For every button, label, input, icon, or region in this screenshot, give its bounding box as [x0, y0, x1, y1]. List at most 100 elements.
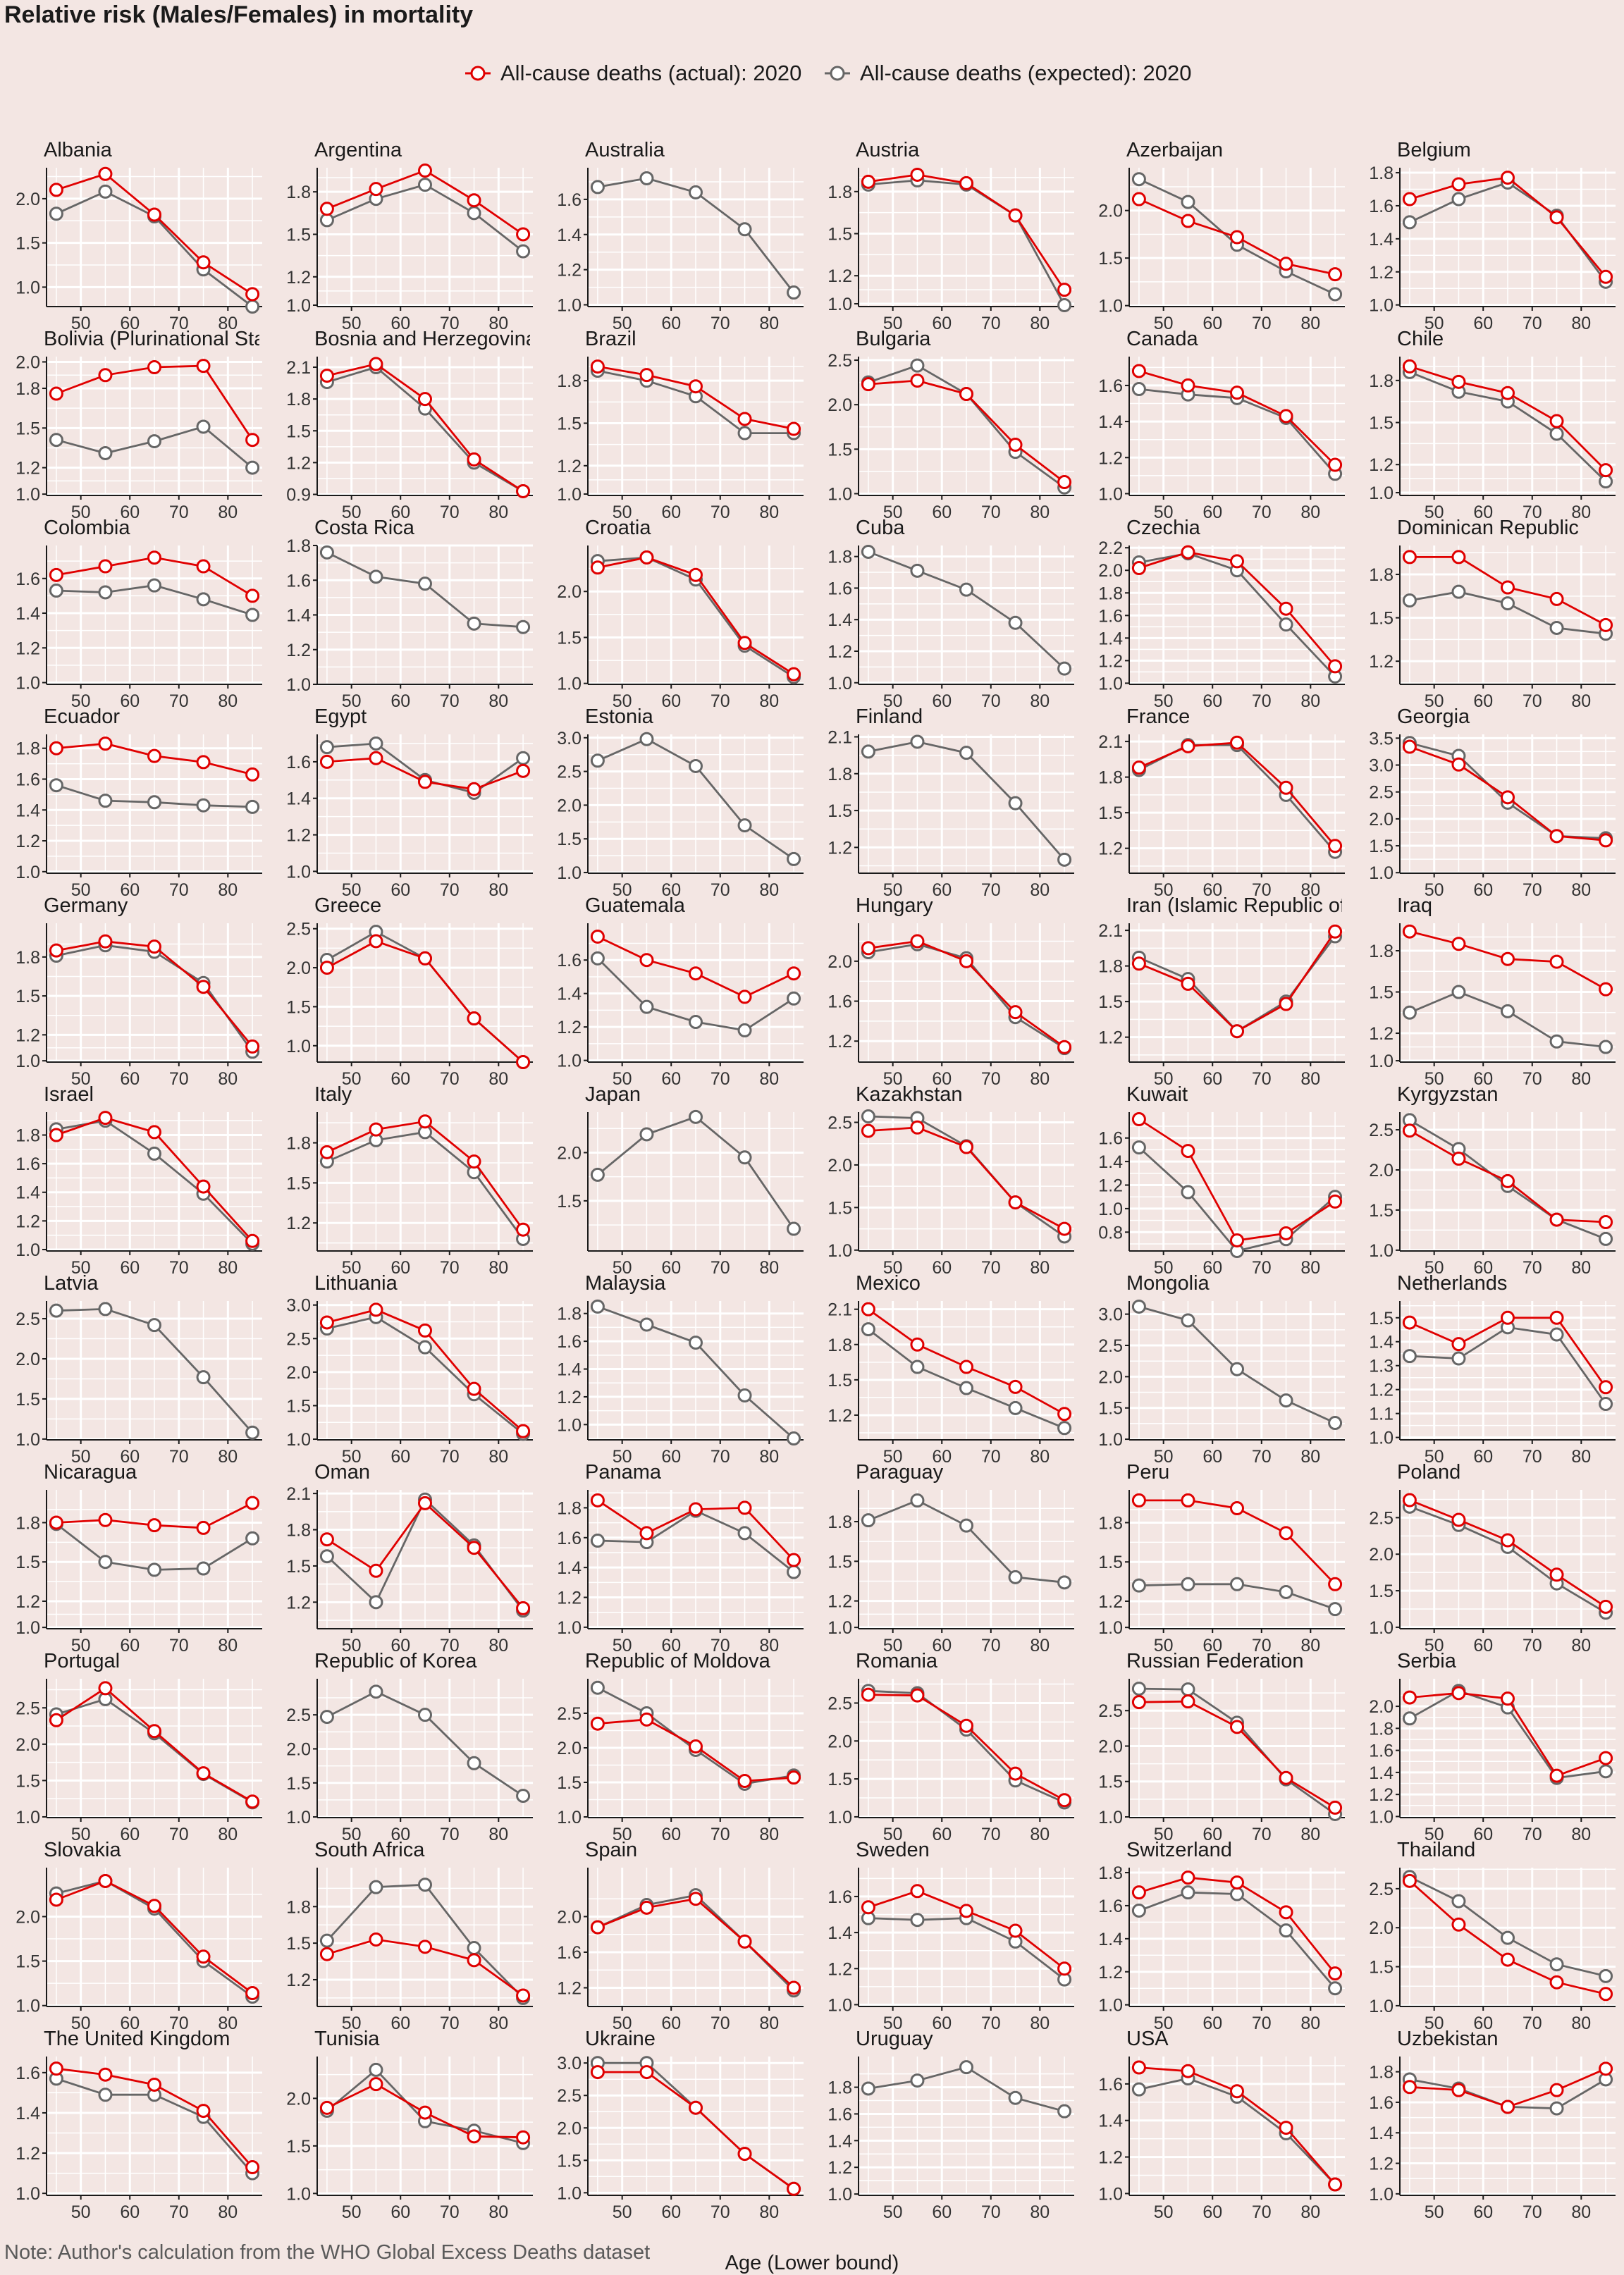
x-tick-label: 80	[1571, 503, 1591, 522]
x-tick-label: 80	[1030, 1069, 1050, 1089]
facet-panel: Colombia 1.0 1.2 1.4 1.6 50 60 70 80	[16, 517, 262, 711]
facet-panel: Finland 1.2 1.5 1.8 2.1 50 60 70 80	[828, 705, 1074, 900]
y-tick-label: 1.0	[1369, 1429, 1394, 1448]
y-tick-label: 1.2	[1098, 2148, 1123, 2168]
x-tick-label: 60	[1473, 1258, 1493, 1278]
y-tick-label: 1.8	[1098, 584, 1123, 603]
actual-data-point	[245, 1233, 260, 1248]
x-tick-label: 50	[1154, 1447, 1174, 1467]
expected-data-point	[49, 1303, 63, 1318]
y-tick-label: 1.8	[16, 1513, 40, 1533]
panel-title: Australia	[585, 139, 665, 161]
actual-data-point	[516, 763, 531, 778]
y-tick-label: 1.8	[1369, 1719, 1394, 1739]
actual-data-point	[689, 966, 703, 981]
actual-data-point	[1131, 192, 1146, 206]
x-tick-label: 50	[613, 314, 632, 333]
x-tick-label: 70	[169, 1447, 189, 1467]
x-tick-label: 70	[440, 1258, 460, 1278]
actual-data-point	[861, 1123, 875, 1138]
x-tick-label: 50	[883, 503, 903, 522]
expected-data-point	[1451, 1351, 1466, 1366]
y-tick-label: 1.8	[828, 548, 852, 567]
x-tick-label: 70	[710, 503, 730, 522]
x-tick-label: 50	[342, 880, 362, 900]
y-tick-label: 2.0	[1369, 1161, 1394, 1180]
x-tick-label: 50	[613, 1636, 632, 1656]
y-tick-label: 1.8	[557, 1305, 582, 1324]
expected-data-point	[910, 734, 925, 749]
actual-data-point	[590, 1716, 605, 1731]
actual-data-point	[147, 550, 161, 565]
facet-panel: Malaysia 1.0 1.2 1.4 1.6 1.8 50 60 70 80	[557, 1272, 804, 1467]
y-tick-label: 1.2	[557, 261, 582, 280]
actual-data-point	[147, 939, 161, 954]
x-tick-label: 50	[1154, 503, 1174, 522]
actual-data-point	[861, 174, 875, 189]
y-tick-label: 1.4	[1098, 1152, 1123, 1172]
expected-data-point	[1230, 1362, 1244, 1376]
actual-data-point	[245, 1039, 260, 1054]
actual-data-point	[147, 1899, 161, 1913]
expected-data-point	[861, 1513, 875, 1528]
expected-data-point	[861, 2081, 875, 2096]
y-tick-label: 2.5	[557, 2086, 582, 2106]
expected-data-point	[689, 1109, 703, 1124]
panel-title: South Africa	[314, 1839, 425, 1861]
x-tick-label: 80	[1300, 2014, 1320, 2033]
y-tick-label: 2.5	[286, 920, 311, 939]
legend-item: All-cause deaths (expected): 2020	[825, 61, 1191, 85]
actual-data-point	[418, 1496, 432, 1510]
y-tick-label: 1.2	[16, 639, 40, 658]
x-tick-label: 80	[218, 1258, 238, 1278]
y-tick-label: 2.5	[1369, 1880, 1394, 1899]
y-tick-label: 1.2	[286, 1214, 311, 1233]
actual-data-point	[1131, 1885, 1146, 1900]
x-tick-label: 60	[661, 1825, 681, 1844]
expected-data-point	[590, 1534, 605, 1548]
expected-data-point	[1279, 1923, 1293, 1938]
expected-data-point	[639, 999, 654, 1014]
facet-panel: Tunisia 1.0 1.5 2.0 50 60 70 80	[286, 2028, 533, 2222]
y-tick-label: 1.0	[557, 485, 582, 505]
y-tick-label: 2.1	[286, 1484, 311, 1504]
x-tick-label: 70	[710, 1636, 730, 1656]
expected-data-point	[861, 544, 875, 559]
actual-data-point	[1181, 739, 1195, 753]
actual-data-point	[1279, 1770, 1293, 1785]
panel-title: Greece	[314, 894, 381, 917]
panel-title: Lithuania	[314, 1272, 398, 1295]
x-tick-label: 50	[613, 1258, 632, 1278]
y-tick-label: 1.0	[286, 1808, 311, 1827]
facet-panel: Argentina 1.0 1.2 1.5 1.8 50 60 70 80	[286, 139, 533, 333]
actual-data-point	[1549, 1212, 1564, 1227]
expected-data-point	[1451, 985, 1466, 999]
y-tick-label: 1.5	[557, 2151, 582, 2171]
panel-title: Thailand	[1397, 1839, 1475, 1861]
expected-data-point	[196, 798, 211, 813]
x-tick-label: 60	[661, 1258, 681, 1278]
x-tick-label: 70	[710, 691, 730, 711]
x-tick-label: 80	[218, 2202, 238, 2222]
panel-title: Iraq	[1397, 894, 1432, 917]
y-tick-label: 1.8	[828, 2078, 852, 2098]
expected-data-point	[1599, 1968, 1613, 1983]
y-tick-label: 1.5	[1369, 609, 1394, 629]
x-tick-label: 70	[169, 2014, 189, 2033]
panel-title: Nicaragua	[44, 1461, 137, 1484]
x-tick-label: 80	[1030, 2202, 1050, 2222]
expected-data-point	[1131, 2082, 1146, 2097]
x-tick-label: 70	[440, 1825, 460, 1844]
x-tick-label: 70	[169, 691, 189, 711]
x-tick-label: 60	[1202, 691, 1222, 711]
y-tick-label: 2.0	[286, 2089, 311, 2109]
actual-data-point	[689, 379, 703, 394]
actual-data-point	[196, 255, 211, 270]
expected-data-point	[590, 1680, 605, 1695]
x-tick-label: 80	[1571, 2014, 1591, 2033]
expected-data-point	[910, 1360, 925, 1374]
x-tick-label: 60	[661, 1447, 681, 1467]
x-tick-label: 70	[169, 503, 189, 522]
actual-data-point	[639, 1712, 654, 1727]
actual-data-point	[1057, 283, 1072, 297]
